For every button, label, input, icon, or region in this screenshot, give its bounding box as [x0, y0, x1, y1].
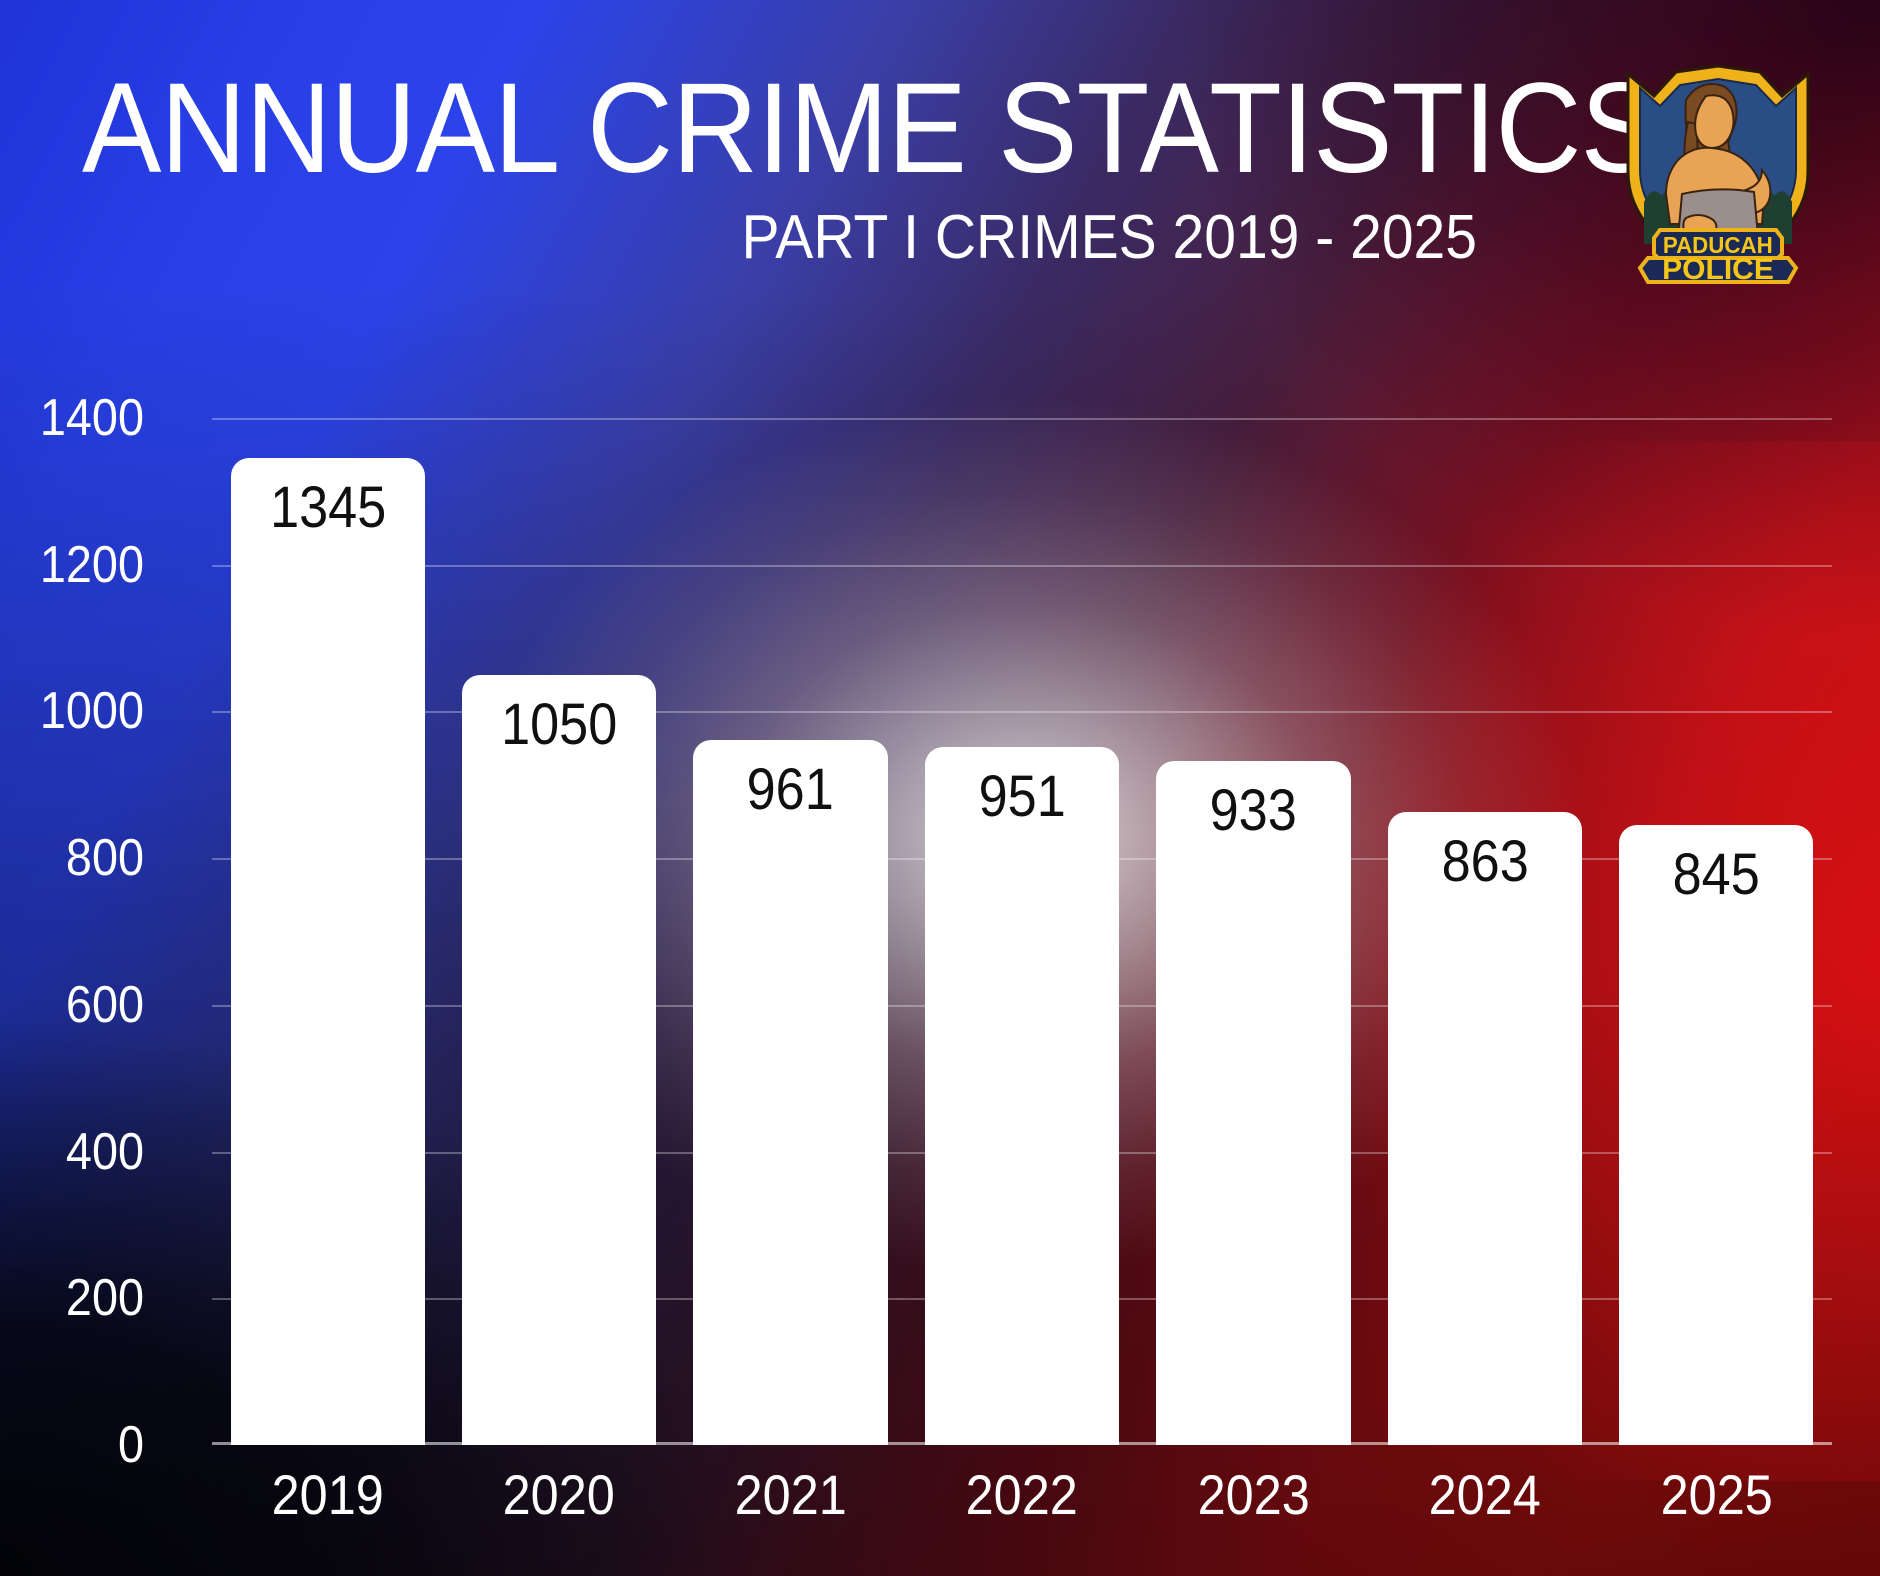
bar-2019[interactable]: 1345 — [230, 458, 425, 1445]
y-axis-tick-label: 1200 — [39, 535, 144, 594]
bar-slot-2020[interactable]: 1050 — [443, 418, 674, 1445]
bar-2020[interactable]: 1050 — [461, 674, 657, 1445]
bar-value-label: 1345 — [269, 475, 386, 541]
y-axis-tick-label: 800 — [65, 829, 144, 888]
y-axis-tick-label: 200 — [65, 1269, 144, 1328]
y-axis-tick-label: 400 — [65, 1122, 144, 1181]
gridline — [212, 711, 1832, 714]
bar-2024[interactable]: 863 — [1387, 811, 1583, 1445]
bar-2023[interactable]: 933 — [1156, 760, 1351, 1445]
bar-value-label: 933 — [1209, 777, 1297, 843]
svg-text:PADUCAH: PADUCAH — [1663, 232, 1773, 258]
bar-slot-2019[interactable]: 1345 — [212, 418, 443, 1445]
gridline — [212, 418, 1832, 420]
bar-2025[interactable]: 845 — [1619, 825, 1814, 1445]
title-block: ANNUAL CRIME STATISTICS PART I CRIMES 20… — [82, 57, 1660, 272]
x-axis-label-2020: 2020 — [503, 1463, 616, 1526]
y-axis-tick-label: 600 — [65, 975, 144, 1034]
bar-series: 1345 1050 961 951 933 863 845 — [212, 418, 1832, 1445]
x-axis-label-2023: 2023 — [1197, 1463, 1310, 1526]
x-axis-label-2022: 2022 — [965, 1463, 1079, 1526]
x-axis-label-2019: 2019 — [271, 1463, 384, 1526]
plot-area: 1400 1200 1000 800 600 400 200 0 1345 1050 961 951… — [40, 389, 1832, 1474]
x-axis-label-2021: 2021 — [734, 1463, 847, 1526]
page-subtitle: PART I CRIMES 2019 - 2025 — [741, 202, 1477, 272]
page-title: ANNUAL CRIME STATISTICS — [82, 57, 1660, 200]
bar-2022[interactable]: 951 — [924, 747, 1120, 1445]
bar-value-label: 845 — [1672, 842, 1760, 908]
bar-slot-2024[interactable]: 863 — [1369, 418, 1600, 1445]
y-axis-tick-label: 1000 — [39, 682, 144, 741]
bar-slot-2025[interactable]: 845 — [1601, 418, 1832, 1445]
gridline — [212, 564, 1832, 567]
paducah-police-badge-icon: PADUCAH POLICE — [1614, 52, 1822, 284]
bar-slot-2023[interactable]: 933 — [1138, 418, 1369, 1445]
bar-2021[interactable]: 961 — [693, 740, 888, 1445]
poster-header: ANNUAL CRIME STATISTICS PART I CRIMES 20… — [0, 0, 1880, 310]
x-axis-labels: 2019 2020 2021 2022 2023 2024 2025 — [212, 1462, 1832, 1562]
y-axis-tick-label: 0 — [117, 1416, 144, 1474]
badge-bottom-banner: POLICE — [1637, 253, 1799, 284]
svg-text:POLICE: POLICE — [1662, 253, 1774, 284]
bar-value-label: 951 — [978, 764, 1066, 830]
x-axis-label-2024: 2024 — [1428, 1463, 1541, 1526]
bar-value-label: 863 — [1441, 828, 1529, 894]
x-axis-label-2025: 2025 — [1660, 1463, 1773, 1526]
y-axis-tick-label: 1400 — [39, 389, 144, 447]
bar-slot-2021[interactable]: 961 — [675, 418, 906, 1445]
bar-value-label: 1050 — [501, 691, 618, 757]
bar-slot-2022[interactable]: 951 — [906, 418, 1137, 1445]
bar-chart: 1400 1200 1000 800 600 400 200 0 1345 1050 961 951… — [0, 310, 1880, 1576]
bar-value-label: 961 — [746, 757, 835, 823]
